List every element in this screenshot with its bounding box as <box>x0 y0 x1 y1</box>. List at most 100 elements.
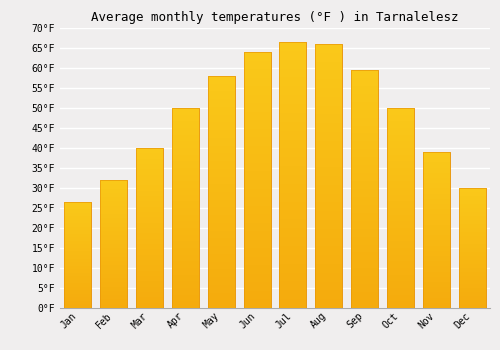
Bar <box>458 260 485 264</box>
Bar <box>423 178 450 183</box>
Bar <box>423 251 450 256</box>
Bar <box>387 181 414 188</box>
Bar <box>316 194 342 202</box>
Bar <box>64 230 92 234</box>
Bar <box>172 215 199 221</box>
Bar <box>351 70 378 308</box>
Bar <box>172 228 199 234</box>
Bar <box>423 194 450 199</box>
Bar <box>458 272 485 276</box>
Bar <box>316 79 342 88</box>
Bar <box>280 157 306 166</box>
Bar <box>387 108 414 308</box>
Bar <box>244 146 270 154</box>
Bar <box>64 209 92 212</box>
Bar <box>316 106 342 114</box>
Bar <box>387 275 414 281</box>
Bar <box>64 301 92 304</box>
Bar <box>423 261 450 266</box>
Bar <box>351 181 378 189</box>
Bar <box>172 241 199 248</box>
Bar <box>458 188 485 308</box>
Bar <box>100 214 127 218</box>
Bar <box>458 296 485 300</box>
Bar <box>64 244 92 248</box>
Bar <box>423 303 450 308</box>
Bar <box>351 197 378 205</box>
Bar <box>351 260 378 268</box>
Bar <box>100 205 127 210</box>
Bar <box>316 88 342 97</box>
Bar <box>458 204 485 208</box>
Bar <box>100 193 127 197</box>
Bar <box>387 248 414 255</box>
Bar <box>458 208 485 212</box>
Bar <box>316 44 342 53</box>
Bar <box>172 168 199 175</box>
Bar <box>244 274 270 282</box>
Bar <box>423 240 450 246</box>
Bar <box>172 135 199 141</box>
Bar <box>316 141 342 149</box>
Bar <box>244 52 270 308</box>
Bar <box>244 180 270 189</box>
Bar <box>64 266 92 269</box>
Bar <box>208 231 234 238</box>
Bar <box>423 199 450 204</box>
Bar <box>458 200 485 204</box>
Bar <box>387 221 414 228</box>
Bar <box>244 197 270 205</box>
Bar <box>244 205 270 214</box>
Bar <box>172 161 199 168</box>
Bar <box>280 237 306 246</box>
Bar <box>458 252 485 256</box>
Bar <box>458 280 485 284</box>
Bar <box>351 141 378 149</box>
Bar <box>100 231 127 236</box>
Bar <box>280 104 306 113</box>
Bar <box>351 276 378 284</box>
Bar <box>351 110 378 118</box>
Bar <box>458 244 485 248</box>
Bar <box>100 287 127 291</box>
Bar <box>244 189 270 197</box>
Bar <box>280 246 306 255</box>
Bar <box>280 299 306 308</box>
Bar <box>136 303 163 308</box>
Bar <box>64 269 92 273</box>
Bar <box>208 238 234 246</box>
Bar <box>458 220 485 224</box>
Bar <box>244 163 270 172</box>
Bar <box>351 118 378 126</box>
Bar <box>136 196 163 201</box>
Bar <box>351 292 378 300</box>
Bar <box>64 241 92 244</box>
Bar <box>423 162 450 168</box>
Bar <box>458 196 485 200</box>
Bar <box>458 276 485 280</box>
Bar <box>423 173 450 178</box>
Bar <box>423 219 450 225</box>
Title: Average monthly temperatures (°F ) in Tarnalelesz: Average monthly temperatures (°F ) in Ta… <box>91 11 459 24</box>
Bar <box>64 287 92 290</box>
Bar <box>316 220 342 229</box>
Bar <box>458 192 485 196</box>
Bar <box>136 260 163 265</box>
Bar <box>458 232 485 236</box>
Bar <box>244 154 270 163</box>
Bar <box>64 216 92 220</box>
Bar <box>423 152 450 308</box>
Bar <box>100 248 127 253</box>
Bar <box>351 284 378 292</box>
Bar <box>423 235 450 240</box>
Bar <box>100 265 127 270</box>
Bar <box>387 281 414 288</box>
Bar <box>208 91 234 99</box>
Bar <box>387 115 414 121</box>
Bar <box>100 227 127 231</box>
Bar <box>423 272 450 277</box>
Bar <box>172 188 199 195</box>
Bar <box>458 256 485 260</box>
Bar <box>100 201 127 205</box>
Bar <box>387 261 414 268</box>
